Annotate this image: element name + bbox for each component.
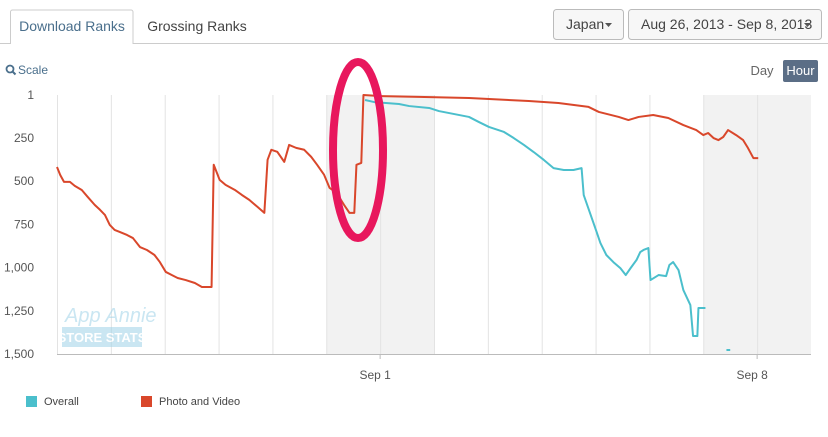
watermark-text: STORE STATS	[58, 330, 147, 345]
caret	[804, 23, 811, 27]
series-line	[56, 94, 759, 288]
legend-label: Photo and Video	[159, 396, 240, 408]
legend: Overall Photo and Video	[26, 396, 240, 408]
x-tick-label: Sep 1	[359, 368, 391, 382]
watermark: App Annie STORE STATS	[58, 305, 157, 347]
tab[interactable]: Download Ranks	[19, 18, 125, 34]
date-dropdown[interactable]	[628, 9, 822, 40]
country-dropdown[interactable]	[553, 9, 624, 40]
day-button[interactable]: Day	[750, 63, 774, 78]
x-tick-label: Sep 8	[736, 368, 768, 382]
series-line	[364, 99, 731, 352]
scale-button[interactable]: Scale	[18, 63, 48, 77]
legend-swatch	[141, 396, 152, 407]
zoom-icon[interactable]	[5, 64, 17, 76]
highlight-circle	[329, 58, 387, 242]
y-tick-label: 250	[14, 131, 34, 145]
plot: 1 250 500 750 1,000 1,250 1,500 Sep 1 Sep 8	[4, 88, 811, 382]
tab[interactable]: Grossing Ranks	[147, 18, 247, 34]
country: Japan	[566, 16, 604, 32]
hour-label: Hour	[786, 63, 815, 78]
y-tick-label: 1,000	[4, 261, 34, 275]
active-tab[interactable]	[10, 9, 134, 44]
y-tick-label: 1,500	[4, 347, 34, 361]
date-range: Aug 26, 2013 - Sep 8, 2013	[641, 16, 812, 32]
y-tick-label: 500	[14, 174, 34, 188]
y-tick-label: 1,250	[4, 304, 34, 318]
weekend-shade	[703, 95, 811, 354]
caret	[605, 23, 612, 27]
y-tick-label: 750	[14, 217, 34, 231]
legend-label: Overall	[44, 396, 79, 408]
watermark-text: App Annie	[64, 305, 157, 327]
legend-swatch	[26, 396, 37, 407]
y-tick-label: 1	[27, 88, 34, 102]
hour-button[interactable]	[783, 60, 818, 82]
watermark-box	[62, 327, 142, 347]
